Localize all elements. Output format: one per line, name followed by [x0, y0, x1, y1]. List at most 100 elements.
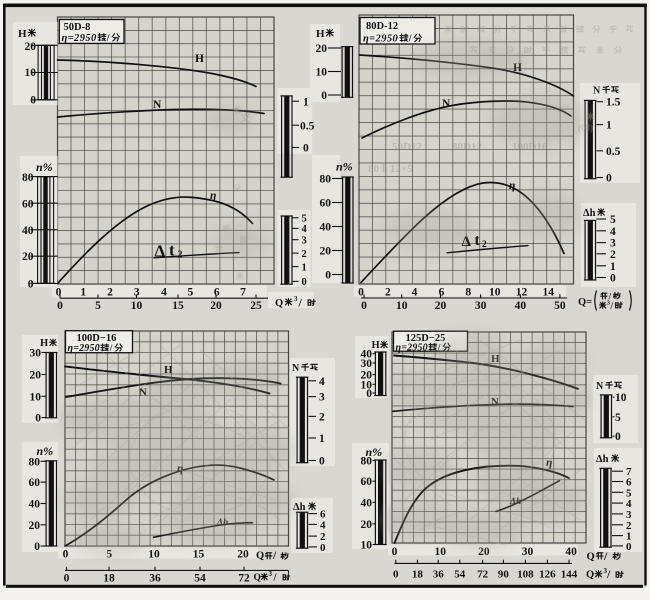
svg-text:18: 18	[412, 569, 424, 581]
svg-text:7: 7	[626, 466, 632, 478]
svg-text:36: 36	[149, 573, 161, 585]
svg-text:54: 54	[454, 569, 466, 581]
svg-text:80: 80	[22, 172, 34, 184]
svg-text:Δh: Δh	[583, 208, 596, 219]
svg-text:20: 20	[210, 300, 222, 312]
svg-text:Q: Q	[254, 573, 261, 583]
svg-text:40: 40	[565, 546, 577, 558]
svg-text:20: 20	[29, 520, 41, 532]
svg-text:54: 54	[194, 573, 206, 585]
svg-text:10: 10	[25, 67, 37, 79]
svg-text:0.5: 0.5	[300, 121, 315, 133]
svg-text:n%: n%	[36, 160, 53, 174]
svg-text:n%: n%	[336, 160, 353, 174]
svg-text:50D12: 50D12	[392, 141, 422, 153]
svg-text:20: 20	[316, 43, 328, 55]
svg-text:20: 20	[361, 519, 373, 531]
svg-text:/: /	[606, 567, 611, 581]
svg-text:/: /	[106, 33, 110, 44]
svg-text:0: 0	[358, 287, 364, 299]
svg-text:4: 4	[610, 226, 616, 238]
svg-text:108: 108	[517, 569, 534, 581]
svg-text:80: 80	[320, 174, 332, 186]
svg-text:0: 0	[63, 549, 69, 561]
svg-text:6: 6	[439, 287, 445, 299]
svg-text:1: 1	[319, 433, 325, 445]
svg-text:20: 20	[25, 41, 37, 53]
svg-text:10: 10	[361, 540, 373, 552]
svg-text:20: 20	[361, 370, 373, 382]
svg-text:20: 20	[478, 546, 490, 558]
svg-text:η=2950: η=2950	[363, 34, 398, 45]
svg-text:1: 1	[626, 531, 632, 543]
svg-text:0: 0	[626, 541, 632, 553]
svg-text:3: 3	[626, 509, 632, 521]
svg-text:10: 10	[148, 549, 160, 561]
svg-text:0: 0	[325, 270, 331, 282]
svg-text:2: 2	[482, 240, 487, 250]
svg-text:40: 40	[22, 225, 34, 237]
svg-text:0: 0	[319, 456, 325, 468]
svg-text:Q: Q	[256, 551, 264, 562]
svg-text:2: 2	[385, 287, 391, 299]
svg-text:20: 20	[237, 549, 249, 561]
svg-text:15: 15	[172, 300, 184, 312]
svg-text:η: η	[509, 180, 515, 192]
svg-text:40: 40	[320, 222, 332, 234]
svg-text:0: 0	[35, 413, 41, 425]
svg-text:6: 6	[320, 509, 326, 521]
svg-text:0: 0	[64, 573, 70, 585]
svg-text:10: 10	[615, 392, 627, 404]
svg-text:5: 5	[610, 214, 616, 226]
svg-text:30: 30	[475, 300, 487, 312]
svg-text:3: 3	[604, 567, 608, 575]
svg-text:7: 7	[240, 287, 246, 299]
svg-text:10: 10	[316, 67, 328, 79]
svg-text:t: t	[169, 241, 175, 260]
svg-text:n%: n%	[366, 445, 383, 459]
svg-text:60: 60	[29, 477, 41, 489]
svg-text:Δh: Δh	[596, 454, 609, 465]
svg-text:0: 0	[361, 300, 367, 312]
svg-text:Q: Q	[586, 570, 594, 581]
svg-text:N: N	[292, 363, 300, 374]
svg-text:4: 4	[161, 287, 167, 299]
svg-text:80: 80	[29, 456, 41, 468]
svg-text:10: 10	[434, 546, 446, 558]
svg-text:10: 10	[361, 379, 373, 391]
svg-text:80D-12: 80D-12	[366, 21, 398, 32]
svg-text:10: 10	[30, 391, 42, 403]
svg-text:Δ: Δ	[155, 242, 166, 261]
svg-text:2: 2	[319, 411, 325, 423]
svg-text:2: 2	[320, 531, 326, 543]
svg-text:0: 0	[303, 143, 309, 155]
svg-text:H: H	[164, 364, 173, 376]
svg-text:3: 3	[610, 238, 616, 250]
svg-text:20: 20	[435, 300, 447, 312]
svg-text:0: 0	[56, 287, 62, 299]
svg-text:125D−25: 125D−25	[406, 333, 446, 344]
svg-text:80D12: 80D12	[452, 141, 482, 153]
svg-text:/: /	[272, 550, 277, 562]
svg-text:40: 40	[29, 499, 41, 511]
svg-text:N: N	[593, 86, 601, 97]
svg-text:/: /	[603, 549, 608, 563]
svg-text:0: 0	[321, 90, 327, 102]
svg-text:3: 3	[134, 287, 140, 299]
svg-text:3: 3	[319, 392, 325, 404]
svg-text:100D−16: 100D−16	[77, 333, 117, 344]
svg-text:5: 5	[95, 300, 101, 312]
svg-text:H: H	[372, 340, 380, 351]
svg-text:η: η	[210, 190, 216, 202]
svg-text:18: 18	[103, 573, 115, 585]
svg-text:0: 0	[34, 541, 40, 553]
svg-text:0.5: 0.5	[606, 146, 621, 158]
svg-text:2: 2	[302, 249, 307, 260]
svg-text:5: 5	[615, 412, 621, 424]
svg-text:t: t	[475, 232, 481, 249]
svg-text:H: H	[18, 28, 27, 40]
svg-text:10: 10	[396, 300, 408, 312]
svg-text:12: 12	[516, 287, 528, 299]
svg-text:0: 0	[615, 431, 621, 443]
svg-text:1: 1	[610, 261, 616, 273]
